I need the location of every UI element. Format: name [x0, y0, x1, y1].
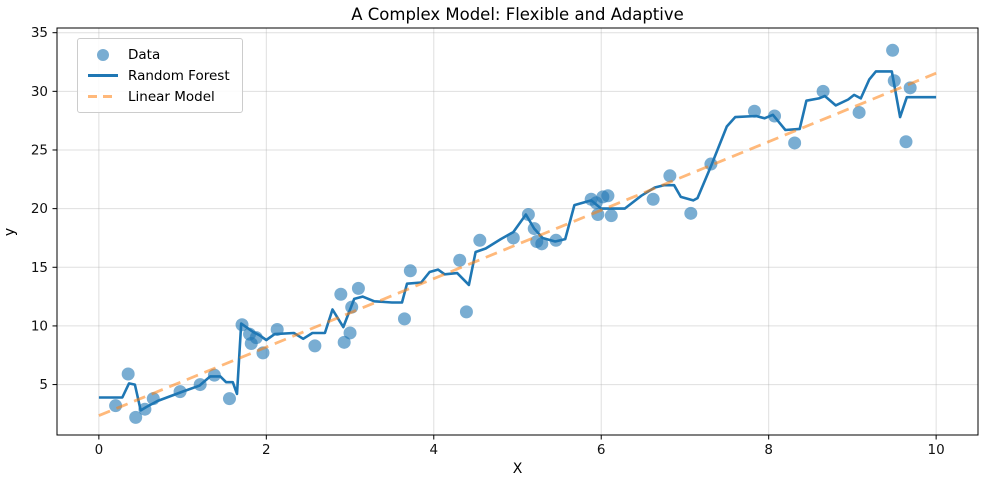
y-tick-label: 15 — [31, 260, 48, 276]
data-point — [604, 209, 618, 223]
x-tick-label: 0 — [95, 442, 104, 458]
legend-item-data: Data — [87, 44, 230, 65]
solid-line-icon — [87, 74, 119, 77]
legend-label-random-forest: Random Forest — [128, 67, 230, 84]
y-tick-label: 10 — [31, 318, 48, 334]
data-point — [646, 192, 660, 206]
data-point — [453, 253, 467, 267]
chart-title: A Complex Model: Flexible and Adaptive — [351, 5, 684, 24]
data-point — [473, 233, 487, 247]
legend: Data Random Forest Linear Model — [77, 38, 243, 113]
data-point — [343, 326, 357, 340]
axes-frame — [56, 27, 979, 436]
data-point — [129, 410, 143, 424]
x-axis-label: X — [512, 461, 523, 477]
data-point — [334, 287, 348, 301]
data-point — [337, 335, 351, 349]
data-point — [684, 206, 698, 220]
x-tick-label: 4 — [429, 442, 438, 458]
x-tick-label: 6 — [597, 442, 606, 458]
data-point — [397, 312, 411, 326]
x-tick-label: 2 — [262, 442, 271, 458]
data-point — [903, 81, 917, 95]
data-point — [308, 339, 322, 353]
dashed-line-icon — [87, 95, 119, 98]
data-point — [663, 169, 677, 183]
data-point — [403, 264, 417, 278]
data-point — [351, 281, 365, 295]
y-tick-label: 30 — [31, 84, 48, 100]
data-point — [747, 104, 761, 118]
legend-item-random-forest: Random Forest — [87, 65, 230, 86]
data-point — [788, 136, 802, 150]
data-point — [601, 189, 615, 203]
data-point — [886, 43, 900, 57]
x-tick-label: 10 — [928, 442, 945, 458]
y-tick-label: 35 — [31, 25, 48, 41]
legend-item-linear-model: Linear Model — [87, 86, 230, 107]
x-tick-label: 8 — [764, 442, 773, 458]
data-point — [222, 392, 236, 406]
data-point — [535, 237, 549, 251]
data-point — [852, 105, 866, 119]
data-point — [899, 135, 913, 149]
data-point — [816, 84, 830, 98]
data-point — [459, 305, 473, 319]
legend-label-linear-model: Linear Model — [128, 88, 215, 105]
y-tick-label: 25 — [31, 142, 48, 158]
legend-label-data: Data — [128, 46, 161, 63]
series-random-forest-line — [98, 70, 937, 412]
scatter-marker-icon — [87, 48, 119, 61]
y-tick-label: 20 — [31, 201, 48, 217]
data-point — [121, 367, 135, 381]
y-tick-label: 5 — [39, 377, 48, 393]
y-axis-label: y — [2, 227, 19, 237]
series-linear-model-line — [98, 71, 937, 417]
